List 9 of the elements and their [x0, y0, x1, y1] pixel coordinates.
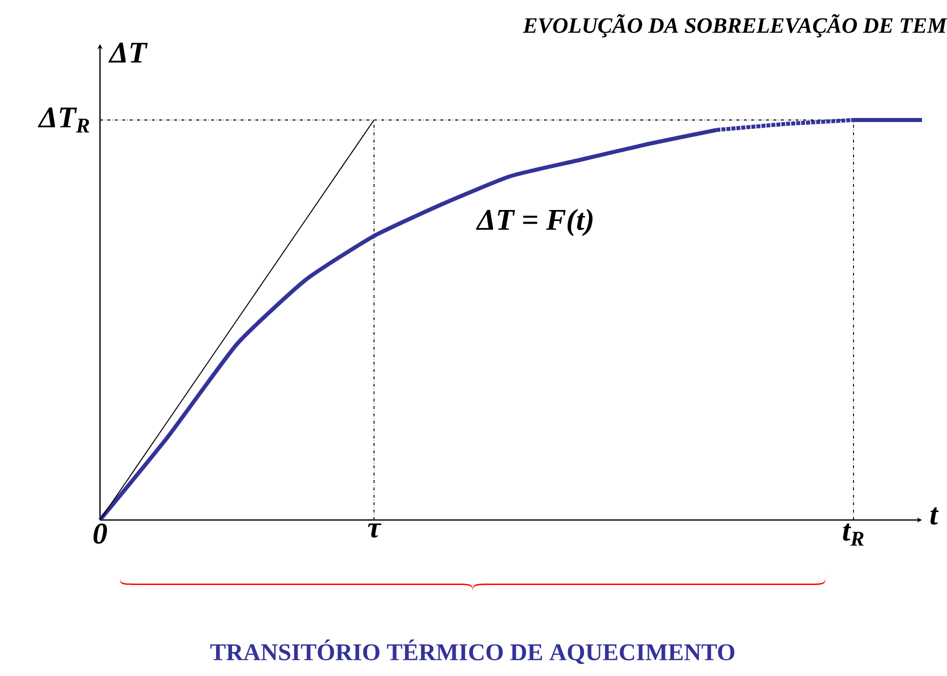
y-axis-title: ΔT: [108, 42, 148, 62]
text: TRANSITÓRIO TÉRMICO DE AQUECIMENTO: [210, 640, 734, 664]
x-tick-label: t$_{R}$: [842, 524, 864, 546]
x-axis-title: t: [930, 507, 939, 525]
x-tick-label: τ: [368, 524, 382, 538]
annotation: ΔT = F(t): [476, 208, 593, 236]
x-tick-label: 0: [94, 524, 107, 544]
chart-title: EVOLUÇÃO DA SOBRELEVAÇÃO DE TEM: [522, 14, 947, 38]
ref-line-label: ΔT$_{R}$: [38, 108, 90, 132]
